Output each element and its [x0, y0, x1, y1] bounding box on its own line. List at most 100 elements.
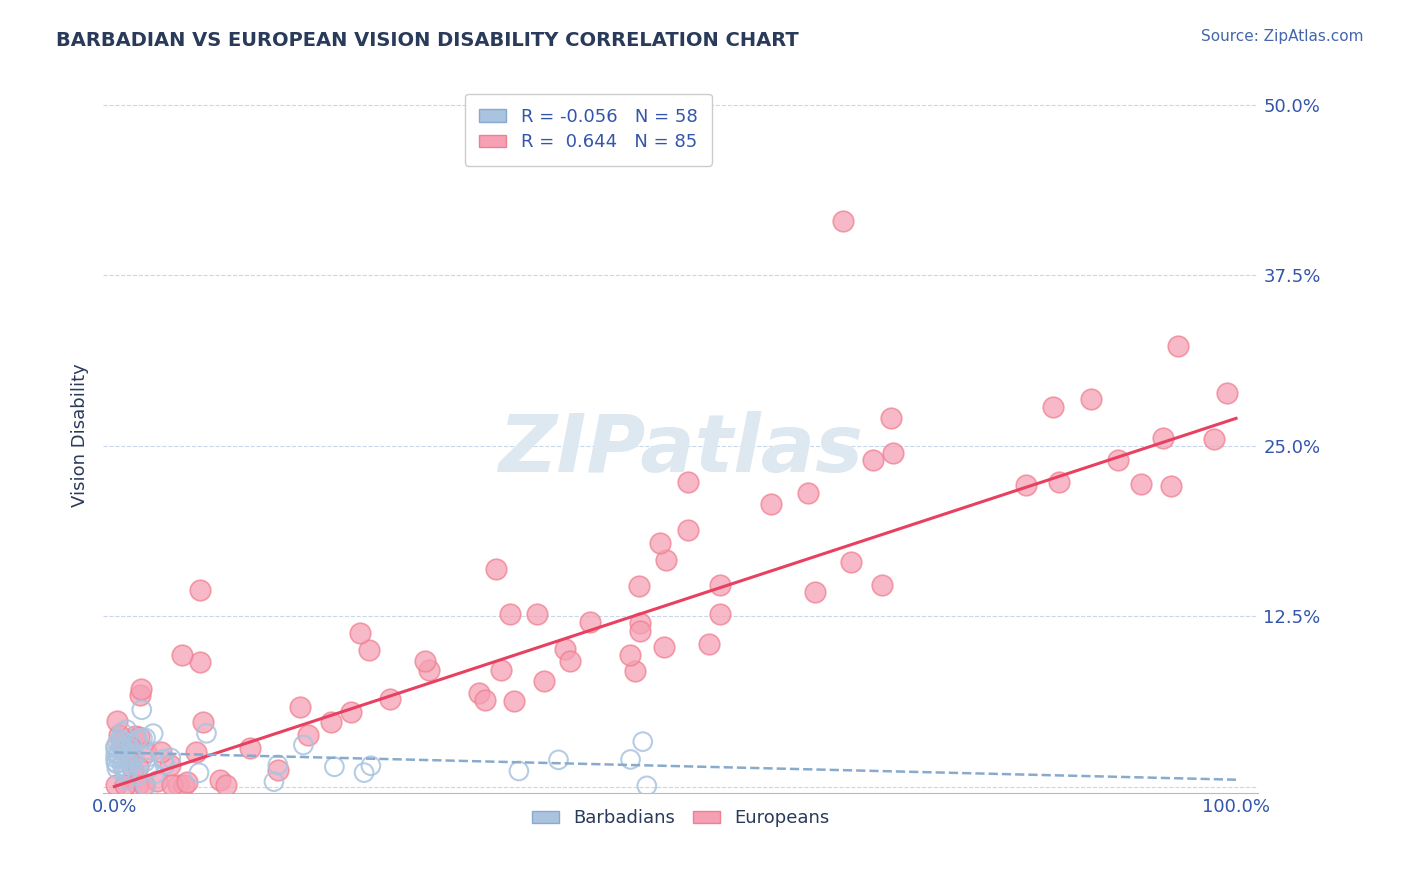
Point: [104, 756, 127, 770]
Point: [804, 585, 827, 599]
Point: [297, 728, 319, 742]
Point: [107, 735, 129, 749]
Point: [1047, 475, 1070, 489]
Point: [111, 739, 134, 754]
Point: [172, 648, 194, 663]
Point: [107, 747, 129, 762]
Point: [619, 648, 641, 662]
Point: [105, 756, 128, 771]
Point: [655, 553, 678, 567]
Point: [176, 774, 198, 789]
Point: [127, 768, 149, 782]
Point: [1167, 338, 1189, 352]
Point: [533, 673, 555, 688]
Point: [104, 741, 127, 756]
Point: [132, 750, 155, 764]
Point: [105, 714, 128, 728]
Point: [188, 765, 211, 780]
Point: [117, 765, 139, 780]
Point: [124, 729, 146, 743]
Point: [485, 562, 508, 576]
Point: [359, 642, 381, 657]
Point: [676, 524, 699, 538]
Point: [321, 715, 343, 730]
Point: [110, 731, 132, 746]
Point: [215, 778, 238, 792]
Point: [146, 773, 169, 788]
Point: [112, 743, 135, 757]
Point: [111, 725, 134, 739]
Point: [239, 740, 262, 755]
Point: [162, 778, 184, 792]
Point: [697, 637, 720, 651]
Point: [832, 213, 855, 227]
Point: [628, 615, 651, 630]
Point: [709, 578, 731, 592]
Point: [554, 642, 576, 657]
Point: [628, 624, 651, 638]
Point: [1042, 400, 1064, 414]
Point: [159, 751, 181, 765]
Point: [188, 583, 211, 598]
Point: [267, 758, 290, 772]
Point: [117, 764, 139, 779]
Point: [128, 730, 150, 744]
Point: [115, 751, 138, 765]
Point: [1202, 432, 1225, 446]
Point: [117, 742, 139, 756]
Point: [111, 758, 134, 772]
Point: [188, 655, 211, 669]
Point: [1152, 432, 1174, 446]
Point: [1107, 452, 1129, 467]
Point: [880, 410, 903, 425]
Point: [1215, 385, 1237, 400]
Point: [114, 752, 136, 766]
Point: [349, 626, 371, 640]
Point: [105, 778, 128, 792]
Point: [138, 761, 160, 775]
Point: [340, 706, 363, 720]
Point: [122, 764, 145, 778]
Point: [759, 498, 782, 512]
Point: [114, 778, 136, 792]
Point: [579, 615, 602, 629]
Point: [650, 536, 672, 550]
Point: [173, 778, 195, 792]
Point: [127, 732, 149, 747]
Point: [266, 763, 288, 777]
Point: [104, 739, 127, 754]
Point: [131, 703, 153, 717]
Point: [159, 758, 181, 772]
Y-axis label: Vision Disability: Vision Disability: [72, 364, 89, 508]
Point: [153, 757, 176, 772]
Point: [107, 751, 129, 765]
Point: [143, 767, 166, 781]
Point: [709, 607, 731, 621]
Point: [870, 577, 893, 591]
Point: [184, 745, 207, 759]
Point: [104, 747, 127, 761]
Point: [193, 715, 215, 730]
Point: [112, 761, 135, 775]
Point: [418, 663, 440, 677]
Point: [142, 726, 165, 740]
Point: [502, 694, 524, 708]
Point: [678, 475, 700, 489]
Point: [413, 654, 436, 668]
Point: [108, 728, 131, 742]
Point: [166, 778, 188, 792]
Point: [114, 772, 136, 787]
Point: [120, 739, 142, 754]
Point: [128, 688, 150, 702]
Point: [127, 778, 149, 792]
Point: [862, 452, 884, 467]
Point: [353, 765, 375, 780]
Point: [208, 772, 231, 787]
Point: [627, 579, 650, 593]
Text: Source: ZipAtlas.com: Source: ZipAtlas.com: [1201, 29, 1364, 44]
Point: [882, 446, 904, 460]
Point: [149, 745, 172, 759]
Text: ZIPatlas: ZIPatlas: [498, 410, 863, 489]
Point: [619, 752, 641, 766]
Point: [1080, 392, 1102, 407]
